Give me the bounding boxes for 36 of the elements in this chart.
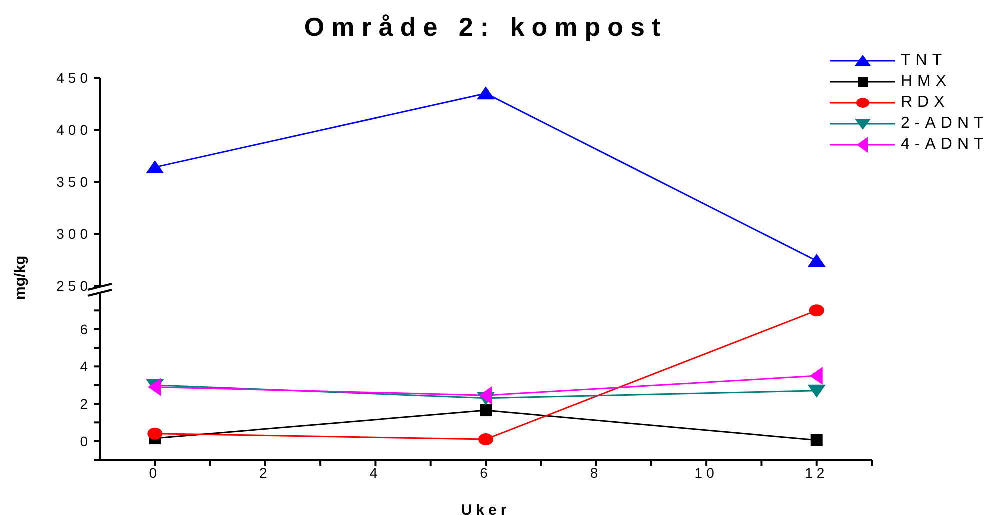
- y-tick-label: 250: [56, 278, 92, 294]
- point: [808, 384, 826, 398]
- point: [478, 433, 494, 446]
- y-tick-label: 6: [80, 321, 92, 338]
- point: [146, 160, 164, 174]
- point: [808, 254, 826, 268]
- x-tick-label: 0: [149, 464, 162, 481]
- point: [480, 404, 492, 417]
- x-tick-label: 4: [370, 464, 382, 481]
- point: [477, 86, 495, 100]
- y-tick-label: 350: [56, 174, 92, 190]
- legend-label: 4-ADNT: [901, 136, 989, 154]
- x-tick-label: 8: [590, 464, 602, 481]
- y-tick-label: 4: [80, 358, 92, 375]
- y-tick-label: 400: [56, 122, 92, 138]
- y-tick-label: 2: [80, 396, 92, 412]
- legend-label: 2-ADNT: [901, 114, 989, 132]
- y-tick-label: 300: [56, 226, 92, 242]
- point: [148, 428, 163, 440]
- point: [810, 434, 823, 446]
- x-tick-label: 6: [480, 464, 492, 481]
- y-tick-label: 450: [56, 70, 92, 86]
- y-axis-title: mg/kg: [12, 256, 30, 300]
- point: [479, 386, 492, 405]
- x-tick-label: 10: [694, 464, 718, 481]
- legend-label: RDX: [901, 94, 950, 112]
- legend-label: HMX: [901, 72, 952, 90]
- y-tick-label: 0: [80, 433, 92, 450]
- point: [809, 304, 824, 317]
- point: [810, 367, 823, 385]
- x-tick-label: 2: [260, 464, 272, 481]
- x-tick-label: 12: [805, 464, 829, 481]
- point: [148, 378, 162, 396]
- chart-title: Område 2: kompost: [303, 12, 669, 43]
- x-axis-title: Uker: [461, 502, 511, 515]
- legend-label: TNT: [901, 52, 948, 70]
